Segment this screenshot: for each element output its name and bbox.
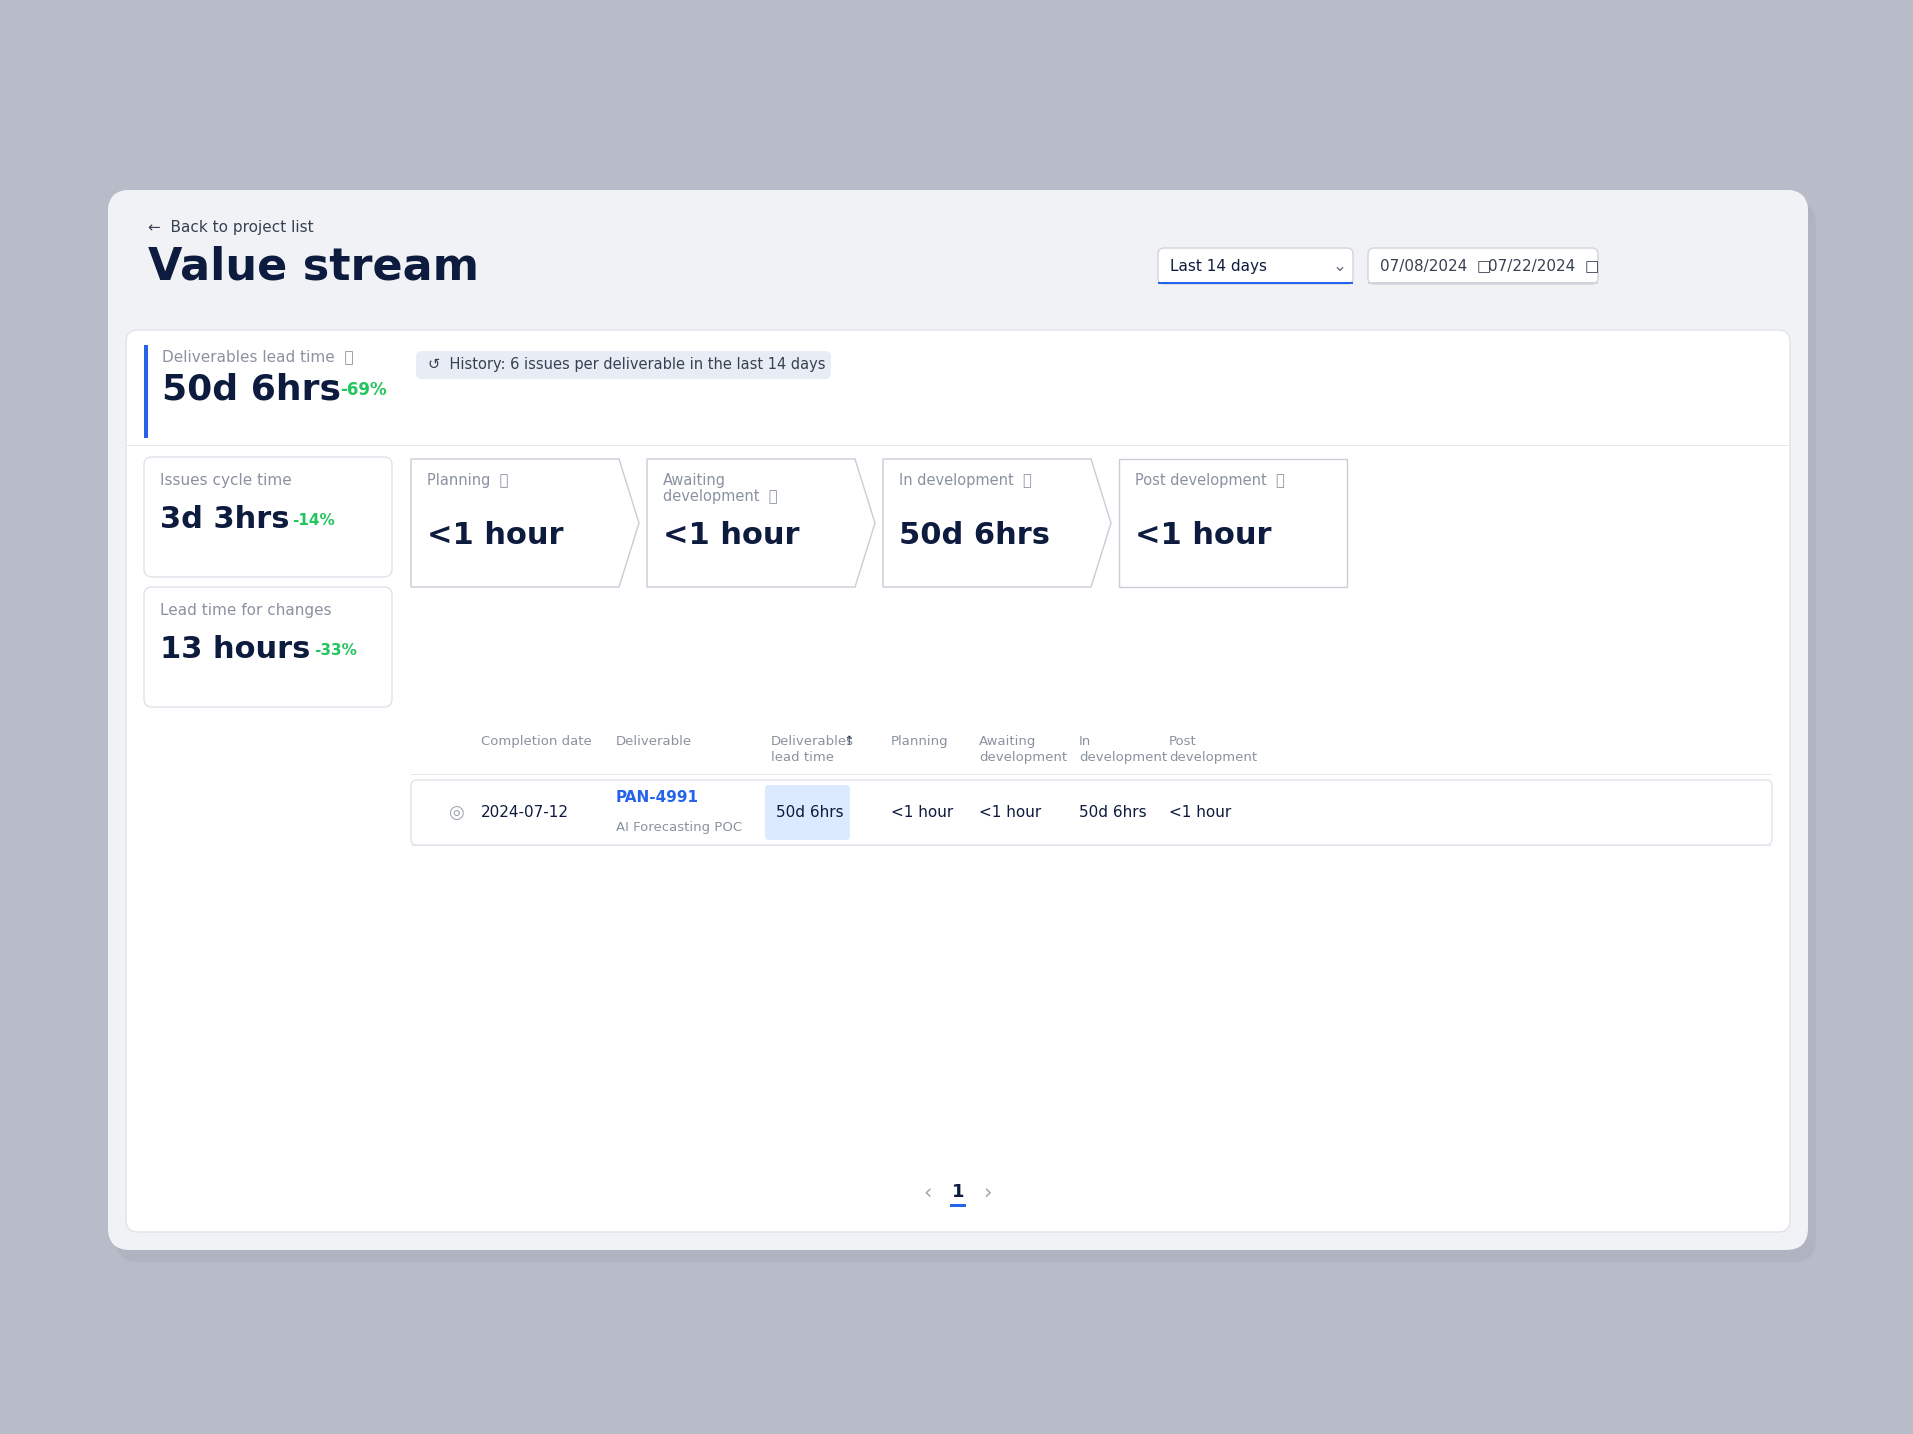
Text: ‹: ‹: [924, 1182, 932, 1202]
FancyBboxPatch shape: [765, 784, 849, 840]
Text: -14%: -14%: [293, 513, 335, 528]
Text: Lead time for changes: Lead time for changes: [161, 604, 331, 618]
Text: ←  Back to project list: ← Back to project list: [147, 219, 314, 235]
Text: ›: ›: [983, 1182, 993, 1202]
Text: -69%: -69%: [341, 381, 386, 399]
Text: Last 14 days: Last 14 days: [1171, 258, 1266, 274]
Text: <1 hour: <1 hour: [1134, 521, 1272, 551]
Text: development  ⓘ: development ⓘ: [664, 489, 777, 503]
Text: Deliverable: Deliverable: [616, 736, 693, 749]
Text: <1 hour: <1 hour: [427, 521, 564, 551]
Text: Awaiting
development: Awaiting development: [979, 736, 1067, 764]
FancyBboxPatch shape: [107, 189, 1808, 1250]
Bar: [1157, 282, 1352, 284]
Text: <1 hour: <1 hour: [891, 804, 953, 820]
Text: Planning: Planning: [891, 736, 949, 749]
Text: ⌄: ⌄: [1333, 257, 1347, 275]
Text: AI Forecasting POC: AI Forecasting POC: [616, 820, 742, 833]
FancyBboxPatch shape: [143, 457, 392, 576]
Polygon shape: [884, 459, 1111, 587]
Text: 3d 3hrs: 3d 3hrs: [161, 505, 289, 533]
Polygon shape: [647, 459, 874, 587]
Text: 07/22/2024  □: 07/22/2024 □: [1488, 258, 1599, 274]
FancyBboxPatch shape: [117, 202, 1815, 1262]
FancyBboxPatch shape: [411, 780, 1771, 845]
Text: 50d 6hrs: 50d 6hrs: [1079, 804, 1146, 820]
Text: <1 hour: <1 hour: [664, 521, 800, 551]
Text: 13 hours: 13 hours: [161, 635, 310, 664]
Text: 07/08/2024  □: 07/08/2024 □: [1379, 258, 1492, 274]
Text: -33%: -33%: [314, 642, 358, 658]
Text: In
development: In development: [1079, 736, 1167, 764]
Text: 2024-07-12: 2024-07-12: [480, 804, 568, 820]
Text: Deliverables lead time  ⓘ: Deliverables lead time ⓘ: [163, 348, 354, 364]
Text: Issues cycle time: Issues cycle time: [161, 473, 293, 488]
Bar: [1368, 282, 1597, 284]
Bar: [143, 346, 147, 437]
Text: 50d 6hrs: 50d 6hrs: [777, 804, 844, 820]
Text: 50d 6hrs: 50d 6hrs: [163, 373, 341, 407]
FancyBboxPatch shape: [143, 587, 392, 707]
Text: Completion date: Completion date: [480, 736, 591, 749]
Text: ◎: ◎: [448, 803, 463, 822]
Text: Deliverables
lead time: Deliverables lead time: [771, 736, 853, 764]
Text: Value stream: Value stream: [147, 245, 478, 288]
Text: ↺  History: 6 issues per deliverable in the last 14 days: ↺ History: 6 issues per deliverable in t…: [429, 357, 826, 373]
Text: 1: 1: [953, 1183, 964, 1202]
Polygon shape: [411, 459, 639, 587]
FancyBboxPatch shape: [1157, 248, 1352, 284]
FancyBboxPatch shape: [415, 351, 830, 379]
FancyBboxPatch shape: [107, 189, 1808, 320]
Bar: [951, 1205, 966, 1207]
Text: <1 hour: <1 hour: [979, 804, 1041, 820]
Text: <1 hour: <1 hour: [1169, 804, 1232, 820]
Text: 50d 6hrs: 50d 6hrs: [899, 521, 1050, 551]
Text: Post development  ⓘ: Post development ⓘ: [1134, 473, 1286, 488]
Bar: [107, 300, 1808, 320]
Text: Post
development: Post development: [1169, 736, 1257, 764]
FancyBboxPatch shape: [1368, 248, 1597, 284]
Text: Awaiting: Awaiting: [664, 473, 727, 488]
Text: Planning  ⓘ: Planning ⓘ: [427, 473, 509, 488]
Text: In development  ⓘ: In development ⓘ: [899, 473, 1031, 488]
Text: ↑: ↑: [844, 736, 853, 749]
Text: PAN-4991: PAN-4991: [616, 790, 698, 804]
Polygon shape: [1119, 459, 1347, 587]
FancyBboxPatch shape: [126, 330, 1791, 1232]
